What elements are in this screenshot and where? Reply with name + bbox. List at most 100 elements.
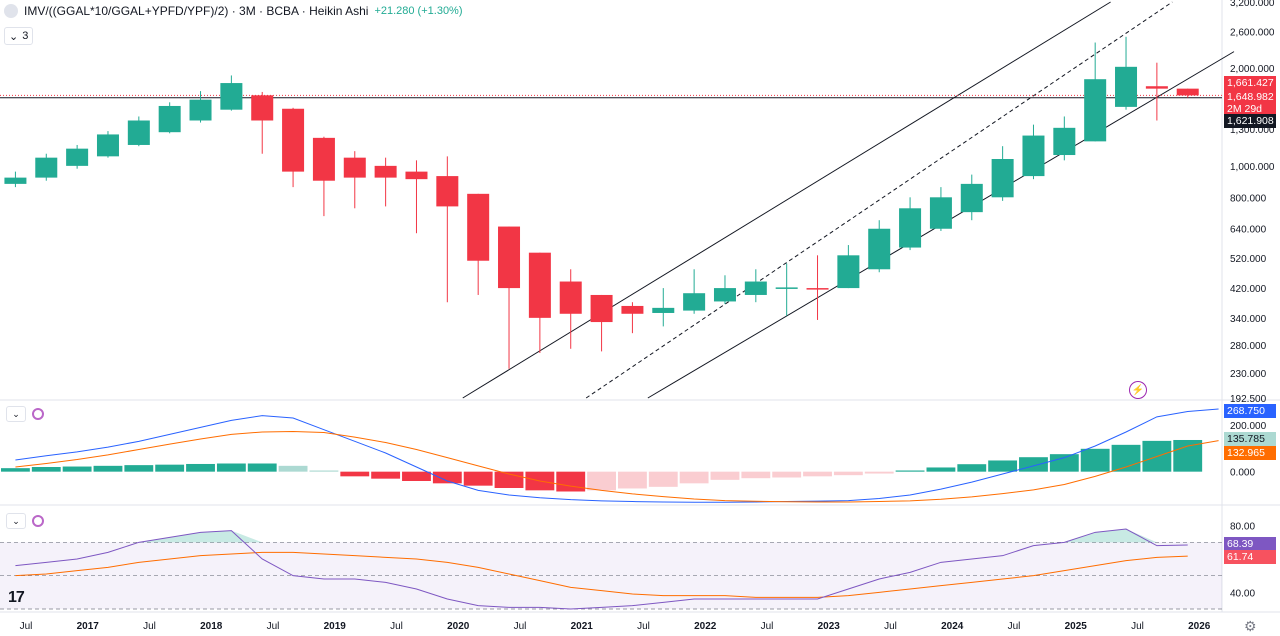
candle [1084, 42, 1107, 142]
macd-histogram-bar [679, 471, 709, 484]
close-price-tag: 1,648.982 [1224, 90, 1276, 104]
settings-icon[interactable]: ⚙ [1244, 618, 1257, 634]
price-tick-label: 800.000 [1230, 193, 1267, 204]
macd-histogram-bar [340, 471, 370, 477]
candle-body [806, 288, 829, 290]
indicator-collapse-button[interactable]: ⌄ 3 [4, 27, 34, 45]
candle [1022, 124, 1045, 180]
candle-body [837, 255, 860, 289]
reload-icon[interactable] [32, 408, 44, 420]
macd-histogram-bar [556, 471, 586, 492]
candle [4, 171, 27, 188]
high-price-tag: 1,661.427 [1224, 76, 1276, 90]
price-tick-label: 640.000 [1230, 225, 1267, 236]
time-tick-label: 2024 [941, 621, 964, 632]
rsi-pane-controls: ⌄ [6, 513, 44, 529]
tradingview-logo-icon[interactable]: 17 [8, 589, 25, 606]
candle-body [868, 228, 891, 270]
candle-body [312, 137, 335, 181]
candle-body [282, 108, 305, 172]
macd-line [15, 408, 1219, 503]
candle-body [683, 293, 706, 311]
candle [528, 252, 551, 353]
time-tick-label: Jul [884, 621, 897, 632]
macd-histogram-bar [93, 465, 123, 472]
time-tick-label: 2019 [324, 621, 347, 632]
candle [559, 269, 582, 349]
candle [991, 146, 1014, 201]
candle-body [127, 120, 150, 145]
time-tick-label: Jul [761, 621, 774, 632]
macd-histogram-bar [618, 471, 647, 489]
candle [806, 255, 829, 320]
time-tick-label: Jul [267, 621, 280, 632]
macd-histogram-bar [309, 470, 339, 472]
price-tick-label: 3,200.000 [1230, 0, 1275, 9]
candle-body [559, 281, 582, 314]
time-tick-label: 2026 [1188, 621, 1211, 632]
candle-body [467, 193, 490, 261]
candle-body [343, 157, 366, 178]
macd-histogram-bar [463, 471, 493, 486]
candle [405, 160, 428, 234]
time-tick-label: Jul [637, 621, 650, 632]
macd-histogram-bar [216, 463, 246, 472]
signal-value-tag: 132.965 [1224, 446, 1276, 460]
macd-histogram-bar [1080, 448, 1110, 472]
candle [775, 263, 798, 316]
macd-histogram-bar [1049, 454, 1079, 472]
candle-body [621, 305, 644, 314]
reload-icon[interactable] [32, 515, 44, 527]
chevron-down-icon[interactable]: ⌄ [6, 513, 26, 529]
rsi-overbought-fill [15, 529, 1188, 543]
macd-histogram-bar [1173, 439, 1203, 472]
candle [1053, 116, 1076, 161]
candle [35, 153, 58, 181]
candle-body [220, 83, 243, 110]
macd-histogram-bar [926, 467, 956, 472]
hist-value-tag: 135.785 [1224, 432, 1276, 446]
candle [467, 193, 490, 295]
candle-body [66, 148, 89, 166]
rsi-ma-value-tag: 61.74 [1224, 550, 1276, 564]
candle [189, 91, 212, 123]
macd-tick-label: 0.000 [1230, 468, 1255, 479]
macd-histogram-bar [1019, 457, 1048, 472]
macd-histogram-bar [247, 463, 277, 472]
low-price-tag: 1,621.908 [1224, 114, 1276, 128]
candle [1145, 62, 1168, 121]
candle-body [405, 171, 428, 180]
macd-histogram-bar [371, 471, 401, 479]
time-tick-label: 2018 [200, 621, 223, 632]
rsi-tick-label: 40.00 [1230, 588, 1255, 599]
rsi-value-tag: 68.39 [1224, 537, 1276, 551]
macd-histogram-bar [710, 471, 740, 480]
candle-body [1176, 88, 1199, 96]
price-tick-label: 420.000 [1230, 284, 1267, 295]
candle [744, 269, 767, 303]
candle [312, 136, 335, 217]
candle-body [1053, 127, 1076, 156]
macd-histogram-bar [402, 471, 431, 481]
symbol-title[interactable]: IMV/((GGAL*10/GGAL+YPFD/YPF)/2) · 3M · B… [24, 4, 369, 18]
candle-body [775, 287, 798, 289]
lightning-icon[interactable]: ⚡ [1129, 381, 1147, 399]
price-tick-label: 280.000 [1230, 341, 1267, 352]
time-tick-label: 2017 [77, 621, 100, 632]
macd-tick-label: 200.000 [1230, 421, 1267, 432]
candle-body [652, 307, 675, 313]
price-tick-label: 2,600.000 [1230, 27, 1275, 38]
chevron-down-icon[interactable]: ⌄ [6, 406, 26, 422]
candle [868, 220, 891, 273]
time-tick-label: 2025 [1065, 621, 1088, 632]
macd-histogram-bar [432, 471, 462, 484]
macd-histogram-bar [186, 463, 215, 472]
macd-value-tag: 268.750 [1224, 404, 1276, 418]
candle [837, 245, 860, 289]
candle-body [1022, 135, 1045, 177]
macd-histogram-bar [864, 471, 894, 474]
candle [960, 174, 983, 221]
candle-body [35, 157, 58, 178]
